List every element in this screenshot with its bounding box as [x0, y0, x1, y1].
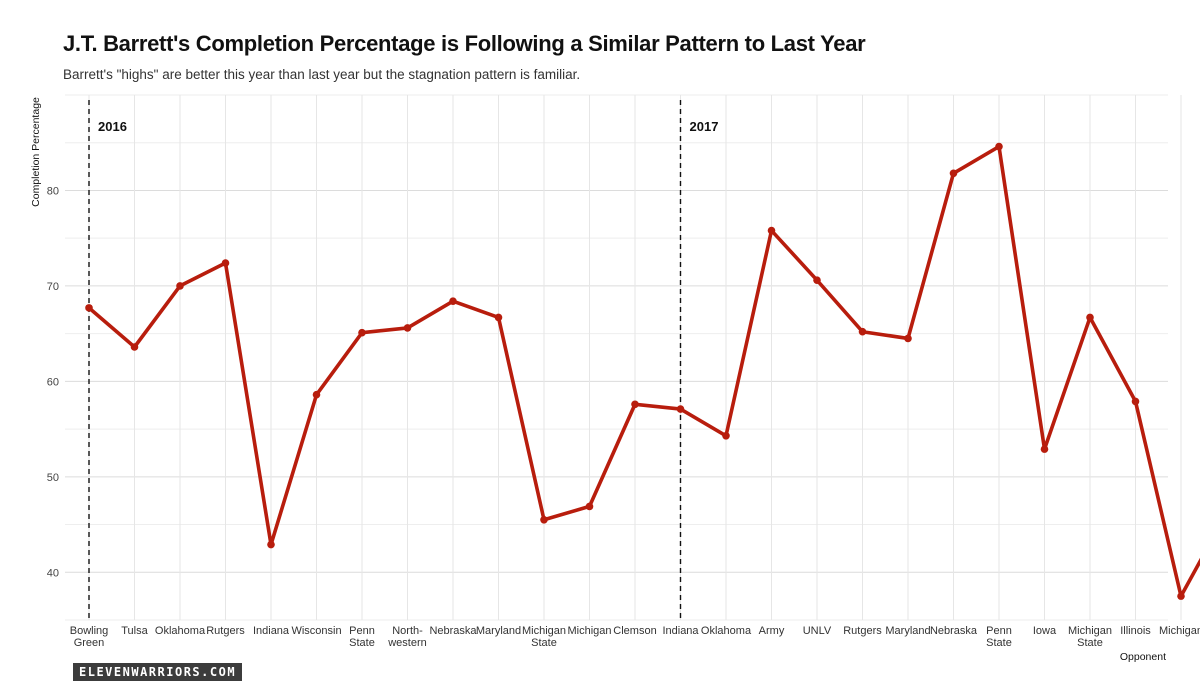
x-tick-label: Indiana — [662, 625, 699, 637]
x-tick-label: Michigan State — [1068, 625, 1112, 649]
x-tick-label: Wisconsin — [291, 625, 341, 637]
x-tick-label: Oklahoma — [155, 625, 206, 637]
x-tick-label: Oklahoma — [701, 625, 752, 637]
data-point — [1086, 313, 1094, 322]
x-tick-label: Penn State — [986, 625, 1012, 649]
brand-logo: ELEVENWARRIORS.COM — [73, 663, 243, 681]
data-point — [995, 142, 1003, 151]
series-line — [87, 144, 1200, 598]
y-tick-label: 40 — [47, 567, 59, 579]
series-line-group — [87, 144, 1200, 598]
data-point — [631, 400, 639, 409]
data-point — [904, 334, 912, 343]
y-tick-label: 80 — [47, 185, 59, 197]
x-tick-label: Maryland — [885, 625, 930, 637]
data-point — [1131, 397, 1140, 406]
data-point — [130, 343, 139, 351]
x-tick-label: Clemson — [613, 625, 656, 637]
data-point — [85, 304, 93, 312]
data-point — [540, 515, 548, 524]
season-label: 2017 — [690, 119, 719, 134]
x-tick-label: UNLV — [803, 625, 832, 637]
season-markers: 2016 2017 — [88, 100, 719, 622]
x-tick-label: Penn State — [349, 625, 375, 649]
x-tick-label: Michigan State — [522, 625, 566, 649]
data-point — [949, 169, 958, 178]
x-tick-label: Iowa — [1033, 625, 1057, 637]
x-tick-label: Nebraska — [429, 625, 477, 637]
data-point — [312, 390, 321, 399]
data-point — [1040, 445, 1049, 453]
data-point — [403, 324, 412, 332]
y-axis-ticks: 40 50 60 70 80 — [47, 185, 59, 579]
data-point — [176, 282, 184, 290]
x-tick-label: Michigan — [567, 625, 611, 637]
x-tick-label: Illinois — [1120, 625, 1151, 637]
data-point — [585, 502, 594, 511]
chart-subtitle: Barrett's "highs" are better this year t… — [63, 67, 581, 82]
data-point — [267, 540, 275, 549]
x-tick-label: Maryland — [476, 625, 521, 637]
x-tick-label: Army — [759, 625, 785, 637]
x-axis-title: Opponent — [1120, 651, 1166, 663]
x-tick-label: Rutgers — [206, 625, 245, 637]
data-point — [722, 431, 730, 440]
y-tick-label: 70 — [47, 281, 59, 293]
data-point — [221, 259, 230, 267]
grid — [65, 94, 1182, 621]
data-point — [813, 276, 821, 284]
data-point — [1177, 592, 1185, 600]
x-tick-label: Nebraska — [930, 625, 978, 637]
data-point — [676, 405, 685, 413]
x-tick-label: Bowling Green — [70, 625, 109, 649]
x-tick-label: Indiana — [253, 625, 290, 637]
data-point — [767, 226, 776, 235]
y-axis-title: Completion Percentage — [30, 97, 42, 207]
x-tick-label: Rutgers — [843, 625, 882, 637]
data-points — [85, 142, 1185, 600]
y-tick-label: 50 — [47, 472, 59, 484]
x-tick-label: Michigan — [1159, 625, 1200, 637]
data-point — [858, 327, 867, 336]
season-label: 2016 — [98, 119, 127, 134]
data-point — [358, 328, 366, 337]
y-tick-label: 60 — [47, 376, 59, 388]
data-point — [494, 313, 503, 322]
data-point — [449, 297, 457, 305]
x-tick-label: Tulsa — [121, 625, 148, 637]
x-tick-label: North-western — [387, 625, 427, 649]
chart-title: J.T. Barrett's Completion Percentage is … — [63, 31, 866, 56]
